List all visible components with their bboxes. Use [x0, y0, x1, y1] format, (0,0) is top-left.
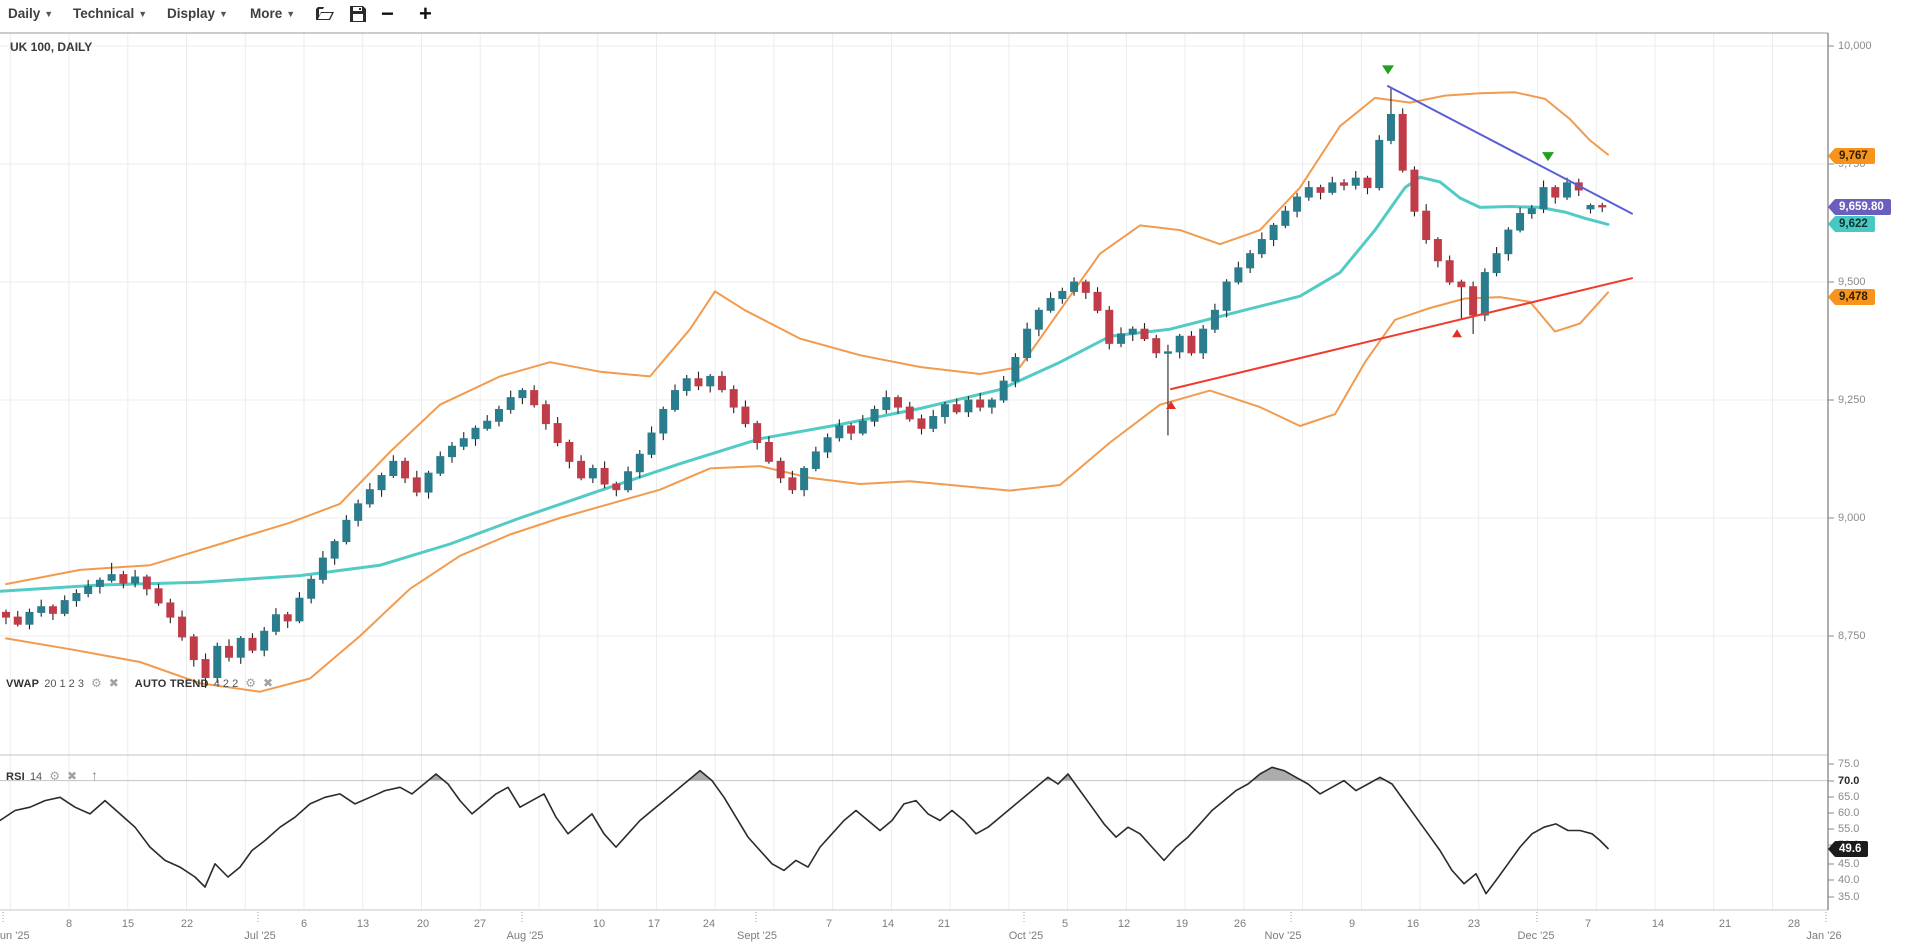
- x-axis-day-label: 7: [1584, 918, 1592, 930]
- close-icon[interactable]: ✖: [262, 676, 274, 690]
- rsi-axis-label: 55.0: [1838, 823, 1860, 835]
- price-axis-label: 8,750: [1838, 630, 1866, 642]
- toolbar: Daily ▼ Technical ▼ Display ▼ More ▼ − +: [0, 0, 1909, 30]
- x-axis-month-label: Jun '25: [0, 930, 30, 942]
- rsi-axis-label: 40.0: [1838, 874, 1860, 886]
- chevron-down-icon: ▼: [286, 9, 296, 19]
- chart-title: UK 100, DAILY: [10, 40, 93, 54]
- rsi-axis-label: 60.0: [1838, 807, 1860, 819]
- chevron-down-icon: ▼: [44, 9, 54, 19]
- rsi-axis-label: 35.0: [1838, 891, 1860, 903]
- price-axis-label: 9,500: [1838, 276, 1866, 288]
- x-axis-day-label: 17: [647, 918, 661, 930]
- more-menu[interactable]: More ▼: [250, 6, 296, 21]
- zoom-out-button[interactable]: −: [381, 1, 394, 26]
- x-axis-month-label: Jul '25: [244, 930, 276, 942]
- open-folder-icon[interactable]: [315, 1, 335, 27]
- x-axis-month-label: Dec '25: [1517, 930, 1555, 942]
- rsi-axis-label: 45.0: [1838, 858, 1860, 870]
- x-axis-day-label: 6: [300, 918, 308, 930]
- gear-icon[interactable]: ⚙: [245, 676, 256, 690]
- price-tag: 9,478: [1828, 289, 1875, 305]
- gear-icon[interactable]: ⚙: [90, 676, 102, 690]
- rsi-axis-label: 65.0: [1838, 791, 1860, 803]
- x-axis-month-label: Aug '25: [506, 930, 544, 942]
- price-tag: 9,622: [1828, 216, 1875, 232]
- x-axis-day-label: 15: [121, 918, 135, 930]
- chevron-down-icon: ▼: [219, 9, 228, 19]
- chevron-down-icon: ▼: [138, 9, 148, 19]
- x-axis-day-label: 21: [937, 918, 951, 930]
- x-axis-month-label: Jan '26: [1806, 930, 1842, 942]
- x-axis-day-label: 16: [1406, 918, 1420, 930]
- x-axis-day-label: 27: [473, 918, 487, 930]
- x-axis-day-label: 26: [1233, 918, 1247, 930]
- price-tag: 9,767: [1828, 148, 1875, 164]
- x-axis-day-label: 5: [1061, 918, 1069, 930]
- x-axis-day-label: 8: [65, 918, 73, 930]
- price-axis-label: 9,000: [1838, 512, 1866, 524]
- x-axis-day-label: 14: [881, 918, 895, 930]
- move-up-arrow-icon[interactable]: ↑: [91, 767, 99, 783]
- x-axis-day-label: 28: [1787, 918, 1801, 930]
- x-axis-day-label: 22: [180, 918, 194, 930]
- auto-trend-indicator-params: 4 2 2: [213, 678, 239, 690]
- technical-menu[interactable]: Technical ▼: [73, 6, 148, 21]
- x-axis-day-label: 23: [1467, 918, 1481, 930]
- x-axis-day-label: 14: [1651, 918, 1665, 930]
- x-axis-month-label: Sept '25: [736, 930, 778, 942]
- close-icon[interactable]: ✖: [108, 676, 119, 690]
- vwap-indicator-label: VWAP: [6, 678, 40, 690]
- rsi-axis-label: 75.0: [1838, 758, 1860, 770]
- x-axis-day-label: 7: [825, 918, 833, 930]
- x-axis-month-label: Nov '25: [1264, 930, 1302, 942]
- x-axis-day-label: 24: [702, 918, 716, 930]
- x-axis-day-label: 9: [1348, 918, 1356, 930]
- x-axis-day-label: 21: [1718, 918, 1732, 930]
- x-axis-day-label: 20: [416, 918, 430, 930]
- save-icon[interactable]: [349, 1, 367, 27]
- close-icon[interactable]: ✖: [66, 769, 78, 783]
- x-axis-day-label: 12: [1117, 918, 1131, 930]
- timeframe-menu[interactable]: Daily ▼: [8, 6, 54, 21]
- gear-icon[interactable]: ⚙: [49, 769, 60, 783]
- x-axis-day-label: 13: [356, 918, 370, 930]
- rsi-axis-label: 70.0: [1838, 775, 1860, 787]
- auto-trend-indicator-label: AUTO TREND: [134, 678, 209, 690]
- rsi-indicator-params: 14: [29, 771, 43, 783]
- price-axis-label: 9,250: [1838, 394, 1866, 406]
- vwap-indicator-params: 20 1 2 3: [44, 678, 84, 690]
- indicator-row-rsi: RSI 14 ⚙ ✖ ↑: [6, 767, 98, 783]
- x-axis-month-label: Oct '25: [1008, 930, 1044, 942]
- price-tag: 9,659.80: [1828, 199, 1891, 215]
- indicator-row-overlays: VWAP 20 1 2 3 ⚙ ✖ AUTO TREND 4 2 2 ⚙ ✖: [6, 676, 273, 690]
- display-menu[interactable]: Display ▼: [167, 6, 228, 21]
- x-axis-day-label: 10: [592, 918, 606, 930]
- rsi-indicator-label: RSI: [6, 771, 25, 783]
- price-axis-label: 10,000: [1838, 40, 1872, 52]
- zoom-in-button[interactable]: +: [419, 1, 432, 26]
- price-tag: 49.6: [1827, 841, 1869, 857]
- x-axis-day-label: 19: [1175, 918, 1189, 930]
